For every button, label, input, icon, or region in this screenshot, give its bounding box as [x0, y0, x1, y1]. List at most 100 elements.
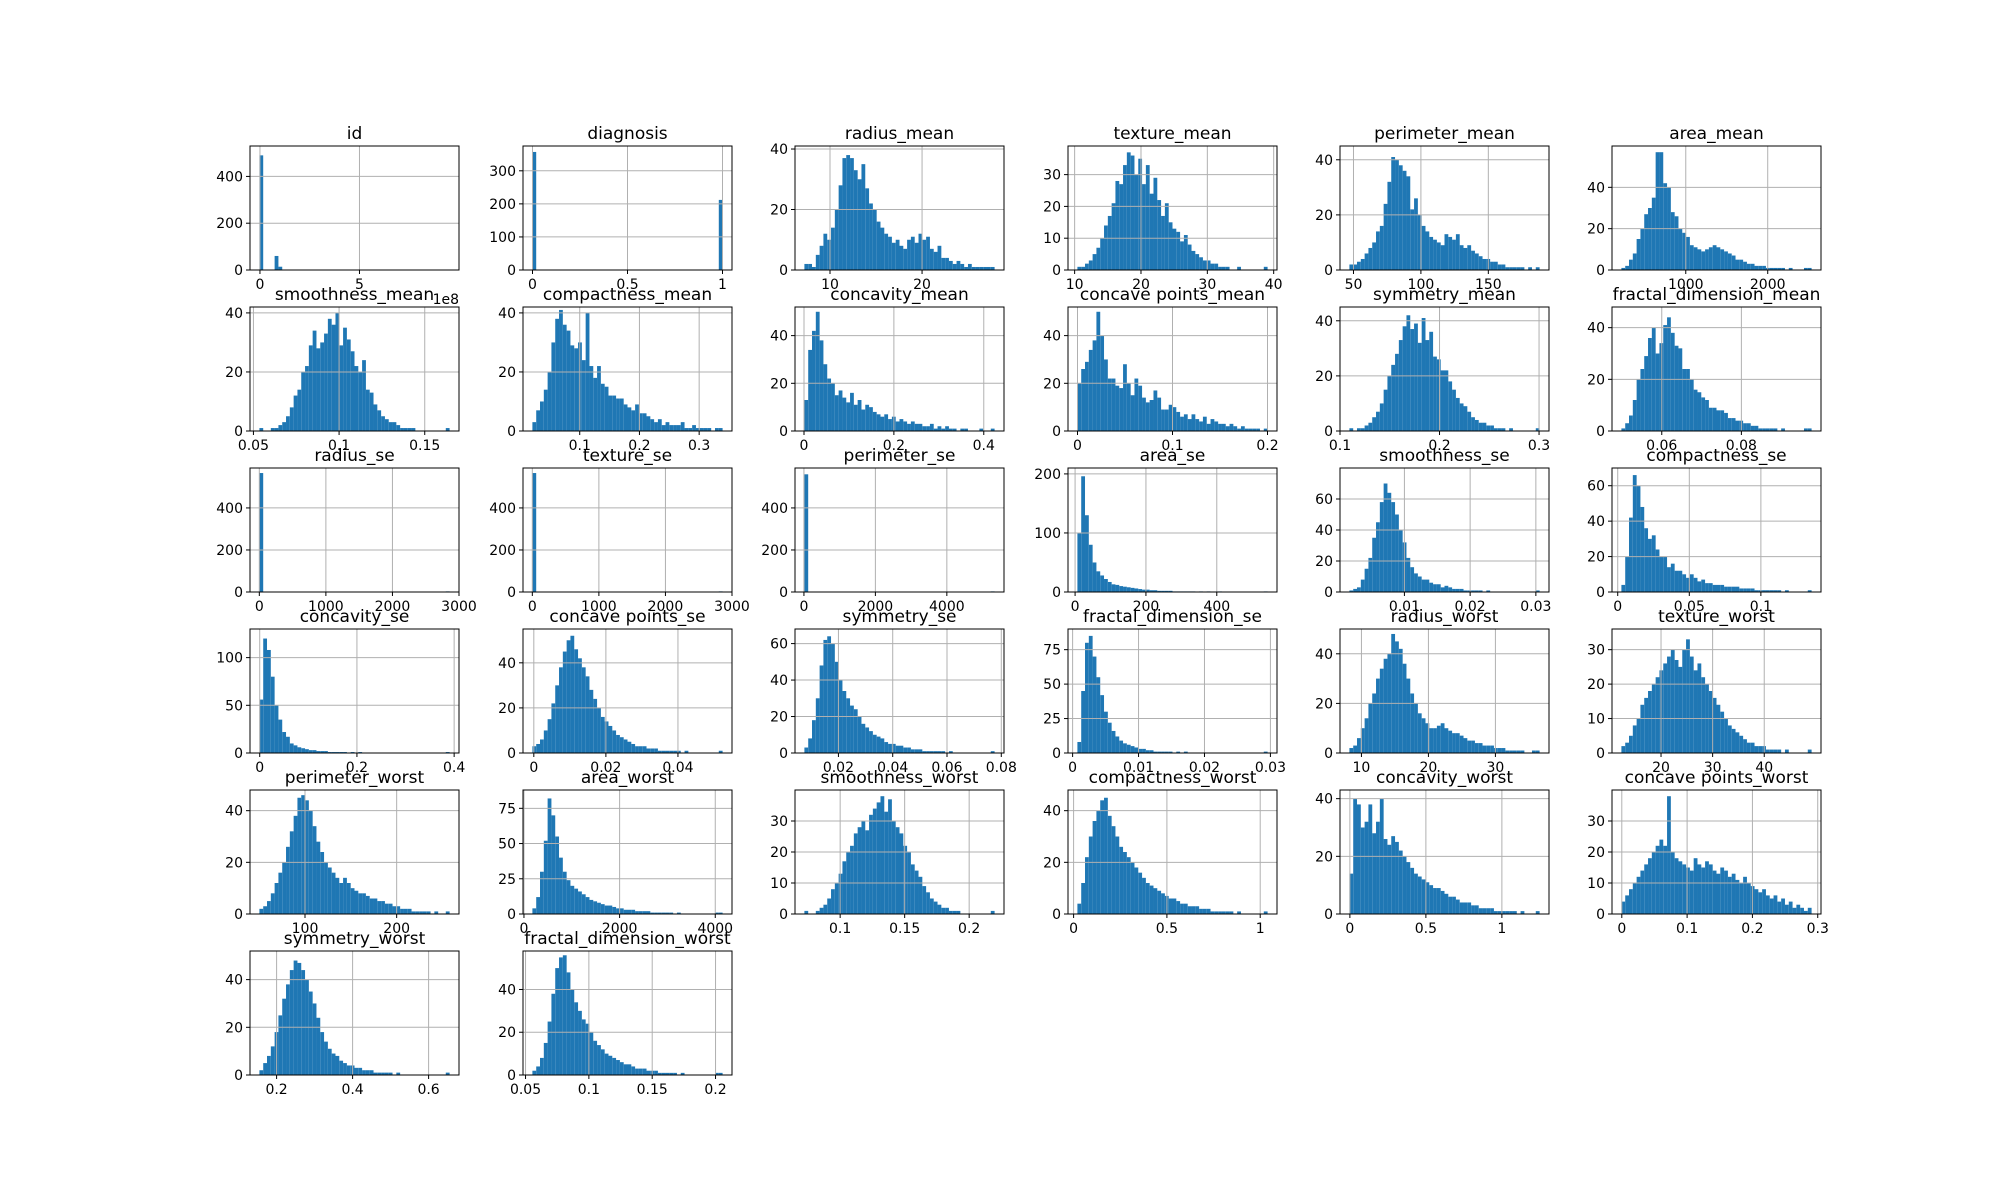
bar [581, 894, 586, 914]
bar [358, 371, 363, 431]
subplot-title: diagnosis [587, 124, 667, 144]
bar [876, 802, 881, 914]
axes-frame [794, 467, 1005, 593]
bar [1448, 381, 1453, 431]
bar [1115, 180, 1120, 270]
bar [922, 751, 927, 753]
bar [1372, 242, 1377, 270]
y-tick-label: 400 [761, 501, 788, 517]
bar [1467, 740, 1472, 753]
bar [305, 800, 309, 914]
x-tick-label: 0 [528, 277, 537, 293]
bar [812, 330, 816, 431]
bar [1410, 867, 1415, 914]
bar [1693, 858, 1698, 914]
bar [1111, 584, 1116, 592]
bar [1640, 228, 1645, 270]
x-tick-label: 0 [528, 599, 537, 615]
bar [373, 898, 378, 914]
bar [804, 474, 809, 592]
bar [589, 366, 594, 431]
bar [937, 904, 942, 914]
bar [623, 1064, 628, 1075]
bar [1364, 821, 1369, 914]
x-tick-label: 3000 [441, 599, 477, 615]
x-tick-label: 0.02 [590, 760, 621, 776]
bar [1478, 743, 1483, 753]
y-tick-label: 200 [1034, 467, 1061, 483]
bar [1467, 902, 1472, 914]
bar [1773, 267, 1778, 270]
bar [1636, 718, 1641, 753]
bar [581, 360, 586, 431]
bar [907, 239, 911, 270]
axes-frame [522, 950, 733, 1076]
bar [1145, 883, 1150, 914]
bar [831, 227, 835, 270]
bar [1482, 258, 1487, 270]
bar [1149, 193, 1154, 270]
bar [1092, 656, 1097, 753]
bar [1429, 728, 1434, 753]
bar [1187, 906, 1192, 914]
bar [1705, 583, 1709, 592]
bar [1716, 247, 1721, 270]
bar [1712, 697, 1717, 753]
x-tick-label: 2000 [858, 599, 894, 615]
subplot-title: fractal_dimension_worst [524, 929, 731, 949]
bar [918, 876, 923, 914]
bar [1659, 152, 1664, 270]
x-tick-label: 0 [799, 599, 808, 615]
x-tick-label: 0.1 [829, 921, 851, 937]
bar [331, 324, 336, 431]
bar [1157, 397, 1162, 431]
bar [1372, 537, 1377, 592]
bar [1735, 420, 1740, 431]
histogram-area_mean: 1000 2000 0 20 40 area_mean [1587, 124, 1822, 293]
bar [654, 912, 658, 914]
subplot-title: area_se [1140, 446, 1206, 466]
bar [888, 419, 892, 431]
bar [1655, 152, 1660, 270]
bar [1651, 535, 1656, 592]
bar [1429, 582, 1434, 592]
bar [1655, 677, 1660, 753]
bar [1153, 751, 1158, 753]
y-tick-label: 40 [1043, 329, 1061, 345]
bar [1233, 426, 1238, 431]
bar [1123, 852, 1127, 914]
bar [1395, 514, 1399, 592]
bar [578, 891, 582, 914]
bar [861, 409, 866, 431]
bar [676, 750, 681, 753]
bar [1164, 590, 1169, 592]
bar [1792, 907, 1797, 914]
bar [1379, 403, 1384, 431]
bar [297, 747, 302, 753]
subplot-title: symmetry_mean [1373, 285, 1516, 305]
bar [1168, 898, 1173, 914]
bar [1689, 656, 1694, 753]
bar [1398, 340, 1403, 431]
bar [1509, 911, 1513, 914]
bar [960, 263, 965, 270]
bar [600, 1049, 605, 1075]
bar [1686, 236, 1690, 270]
bar [1081, 476, 1086, 592]
bar [990, 266, 995, 270]
bar [1648, 208, 1652, 270]
bar [532, 1070, 537, 1075]
bar [316, 1017, 321, 1075]
y-tick-label: 40 [1043, 804, 1061, 820]
bar [635, 404, 639, 431]
y-tick-label: 0 [1052, 907, 1061, 923]
bar [903, 845, 908, 914]
x-tick-label: 30 [1198, 277, 1216, 293]
bar [1463, 247, 1468, 270]
x-tick-label: 0 [800, 438, 809, 454]
bar [876, 221, 881, 270]
bar [1130, 862, 1135, 914]
bar [327, 867, 332, 914]
axes-frame [1611, 789, 1822, 915]
bar [1263, 751, 1268, 753]
